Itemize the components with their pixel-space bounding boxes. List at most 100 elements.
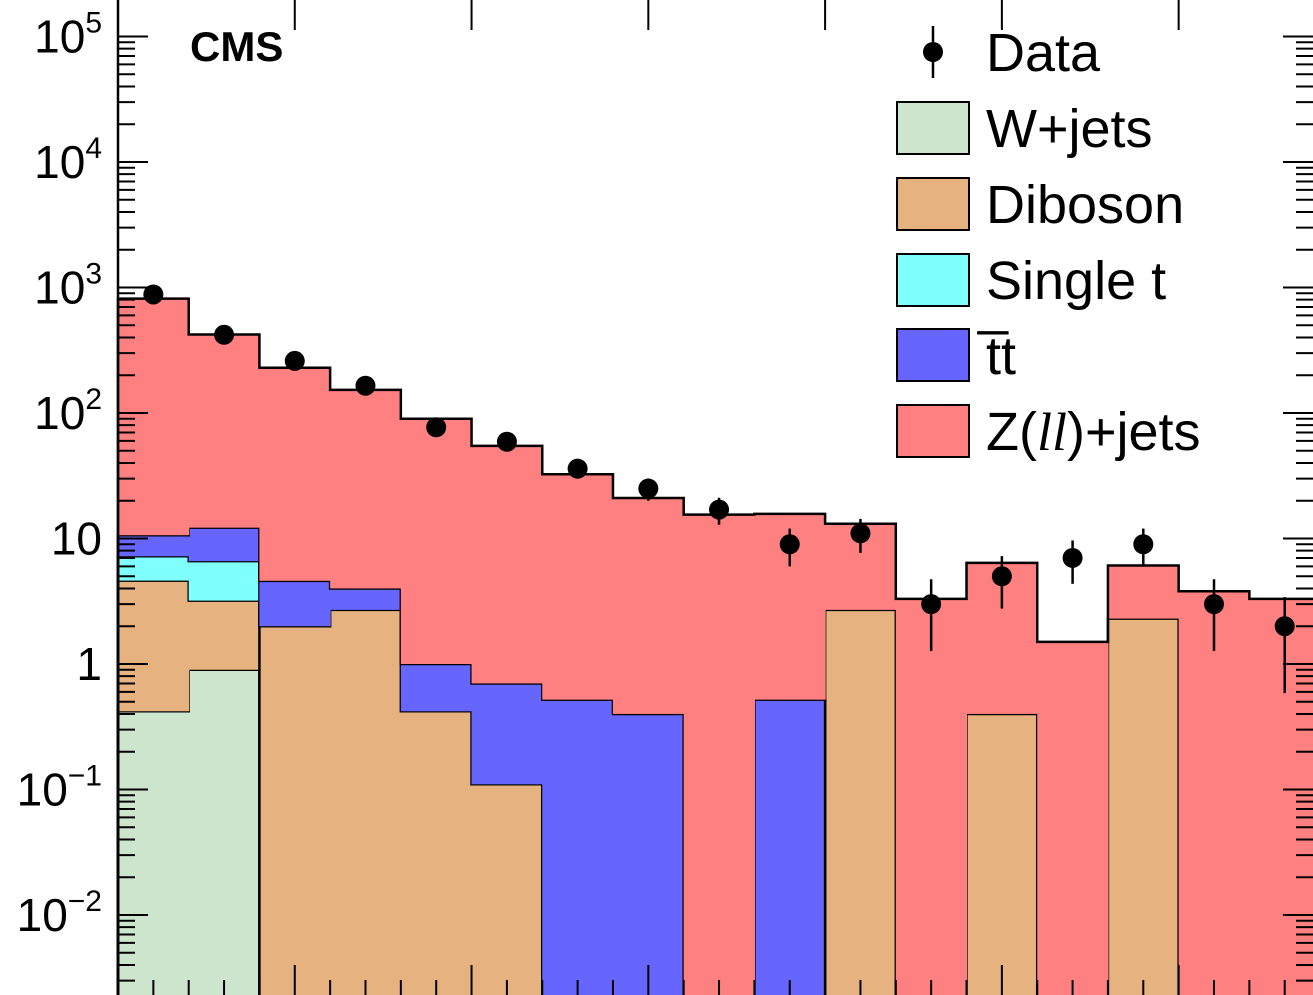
- legend-entry-wjets: W+jets: [896, 99, 1153, 159]
- bar-zjets-bin-5: [400, 418, 473, 664]
- data-marker: [1062, 547, 1083, 568]
- bar-zjets-bin-14: [1037, 641, 1109, 995]
- data-point-bin-10: [779, 528, 800, 567]
- legend-label: Diboson: [986, 175, 1184, 235]
- y-tick-label: 10: [51, 513, 102, 565]
- bar-zjets-bin-9: [683, 514, 755, 995]
- data-points: [143, 284, 1295, 694]
- bar-ttbar-bin-6: [471, 683, 543, 785]
- bar-diboson-bin-2: [188, 600, 261, 670]
- experiment-label: CMS: [190, 23, 283, 70]
- legend-data-marker: [923, 42, 943, 62]
- legend-label: W+jets: [986, 99, 1153, 159]
- bar-diboson-bin-6: [471, 784, 543, 995]
- data-marker: [638, 478, 659, 499]
- data-point-bin-12: [921, 579, 942, 652]
- legend: Data W+jets Diboson Single t t̅t Z(ll)+jets: [896, 23, 1201, 462]
- y-tick-label: 1: [76, 638, 102, 690]
- y-tick-label: 103: [34, 258, 102, 314]
- bar-wjets-bin-2: [188, 669, 261, 995]
- bar-ttbar-bin-7: [542, 699, 614, 995]
- data-point-bin-3: [284, 350, 305, 371]
- bar-diboson-bin-5: [400, 711, 473, 995]
- data-marker: [1204, 594, 1225, 615]
- bar-ttbar-bin-2: [188, 527, 261, 562]
- bar-single_t-bin-2: [188, 561, 261, 601]
- data-point-bin-11: [850, 518, 871, 553]
- bar-zjets-bin-6: [471, 445, 543, 684]
- y-tick-label: 102: [34, 383, 102, 439]
- outline-zjets: [116, 297, 1313, 995]
- data-point-bin-9: [709, 497, 730, 525]
- data-marker: [921, 594, 942, 615]
- bar-zjets-bin-15: [1107, 565, 1180, 619]
- legend-swatch: [896, 328, 970, 382]
- data-marker: [567, 458, 588, 479]
- data-marker: [355, 375, 376, 396]
- bar-zjets-bin-3: [259, 367, 331, 581]
- data-marker: [214, 324, 235, 345]
- data-point-bin-1: [143, 284, 164, 305]
- data-point-bin-6: [496, 431, 517, 452]
- data-marker: [426, 417, 447, 438]
- data-marker: [779, 534, 800, 555]
- y-tick-label: 104: [34, 132, 102, 188]
- bar-zjets-bin-4: [330, 389, 402, 589]
- data-point-bin-15: [1133, 528, 1154, 567]
- bar-diboson-bin-15: [1107, 618, 1180, 995]
- bar-diboson-bin-1: [118, 580, 190, 712]
- legend-label: Z(ll)+jets: [986, 402, 1201, 462]
- bar-zjets-bin-17: [1249, 598, 1313, 995]
- legend-entry-data: Data: [923, 23, 1101, 83]
- legend-entry-single_t: Single t: [896, 251, 1166, 311]
- bar-ttbar-bin-5: [400, 664, 473, 712]
- legend-swatch: [896, 101, 970, 155]
- axes: [116, 0, 1313, 995]
- legend-entry-ttbar: t̅t: [896, 326, 1016, 386]
- data-marker: [143, 284, 164, 305]
- y-tick-label: 105: [34, 7, 102, 63]
- legend-label: Single t: [986, 251, 1166, 311]
- bar-diboson-bin-11: [825, 609, 897, 995]
- legend-entry-diboson: Diboson: [896, 175, 1184, 235]
- series-ttbar: [116, 526, 827, 995]
- data-marker: [850, 523, 871, 544]
- legend-label: Data: [986, 23, 1101, 83]
- bar-ttbar-bin-4: [330, 588, 402, 610]
- bar-ttbar-bin-1: [118, 535, 190, 557]
- y-tick-label: 10−1: [17, 760, 102, 816]
- data-point-bin-2: [214, 324, 235, 345]
- data-point-bin-13: [991, 556, 1012, 609]
- data-marker: [991, 566, 1012, 587]
- data-point-bin-16: [1204, 579, 1225, 652]
- data-point-bin-14: [1062, 540, 1083, 584]
- y-tick-label: 10−2: [17, 885, 102, 941]
- bar-ttbar-bin-3: [259, 580, 331, 627]
- data-marker: [1274, 616, 1295, 637]
- data-marker: [284, 350, 305, 371]
- data-point-bin-8: [638, 478, 659, 501]
- bar-diboson-bin-13: [966, 713, 1038, 995]
- legend-swatch: [896, 177, 970, 231]
- series-zjets: [116, 297, 1313, 995]
- bar-ttbar-bin-8: [612, 713, 685, 995]
- data-point-bin-17: [1274, 597, 1295, 694]
- y-tick-labels: 10−2 10−1 1 10 102 103 104 105: [17, 7, 102, 942]
- bar-diboson-bin-3: [259, 626, 331, 995]
- data-marker: [496, 431, 517, 452]
- stacked-histogram: [116, 297, 1313, 995]
- data-marker: [709, 499, 730, 520]
- bar-zjets-bin-12: [895, 598, 968, 995]
- data-point-bin-7: [567, 458, 588, 479]
- bar-zjets-bin-8: [612, 498, 685, 714]
- legend-entry-zjets: Z(ll)+jets: [896, 402, 1201, 462]
- bar-zjets-bin-16: [1178, 591, 1250, 995]
- bar-wjets-bin-1: [118, 711, 190, 995]
- series-wjets: [116, 668, 261, 995]
- legend-swatch: [896, 253, 970, 307]
- data-point-bin-5: [426, 417, 447, 438]
- bar-zjets-bin-2: [188, 334, 261, 528]
- bar-zjets-bin-7: [542, 474, 614, 700]
- bar-diboson-bin-4: [330, 609, 402, 995]
